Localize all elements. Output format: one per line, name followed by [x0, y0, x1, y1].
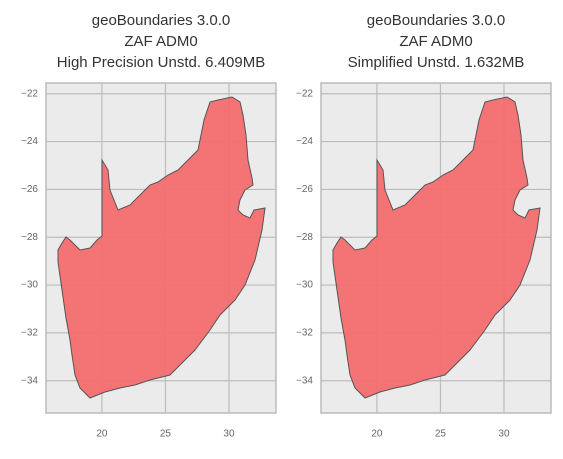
chart-title: ZAF ADM0 [124, 33, 197, 50]
panel: geoBoundaries 3.0.0 ZAF ADM0 High Precisio… [21, 12, 277, 440]
y-tick-label: −30 [296, 280, 313, 291]
x-tick-label: 20 [371, 429, 383, 440]
y-tick-label: −32 [21, 328, 38, 339]
y-tick-label: −26 [296, 184, 313, 195]
chart-title: High Precision Unstd. 6.409MB [57, 54, 265, 71]
panel: geoBoundaries 3.0.0 ZAF ADM0 Simplified Un… [296, 12, 552, 440]
chart-title: Simplified Unstd. 1.632MB [348, 54, 525, 71]
x-tick-label: 30 [223, 429, 235, 440]
x-tick-label: 20 [96, 429, 108, 440]
chart-title: geoBoundaries 3.0.0 [92, 12, 230, 29]
y-tick-label: −28 [21, 232, 38, 243]
x-tick-label: 30 [498, 429, 510, 440]
y-tick-label: −24 [296, 136, 313, 147]
chart-title: ZAF ADM0 [399, 33, 472, 50]
x-tick-label: 25 [160, 429, 172, 440]
y-tick-label: −22 [21, 88, 38, 99]
chart-title: geoBoundaries 3.0.0 [367, 12, 505, 29]
x-tick-label: 25 [435, 429, 447, 440]
y-tick-label: −32 [296, 328, 313, 339]
y-tick-label: −34 [296, 375, 313, 386]
y-tick-label: −28 [296, 232, 313, 243]
y-tick-label: −22 [296, 88, 313, 99]
y-tick-label: −26 [21, 184, 38, 195]
y-tick-label: −24 [21, 136, 38, 147]
y-tick-label: −30 [21, 280, 38, 291]
y-tick-label: −34 [21, 375, 38, 386]
